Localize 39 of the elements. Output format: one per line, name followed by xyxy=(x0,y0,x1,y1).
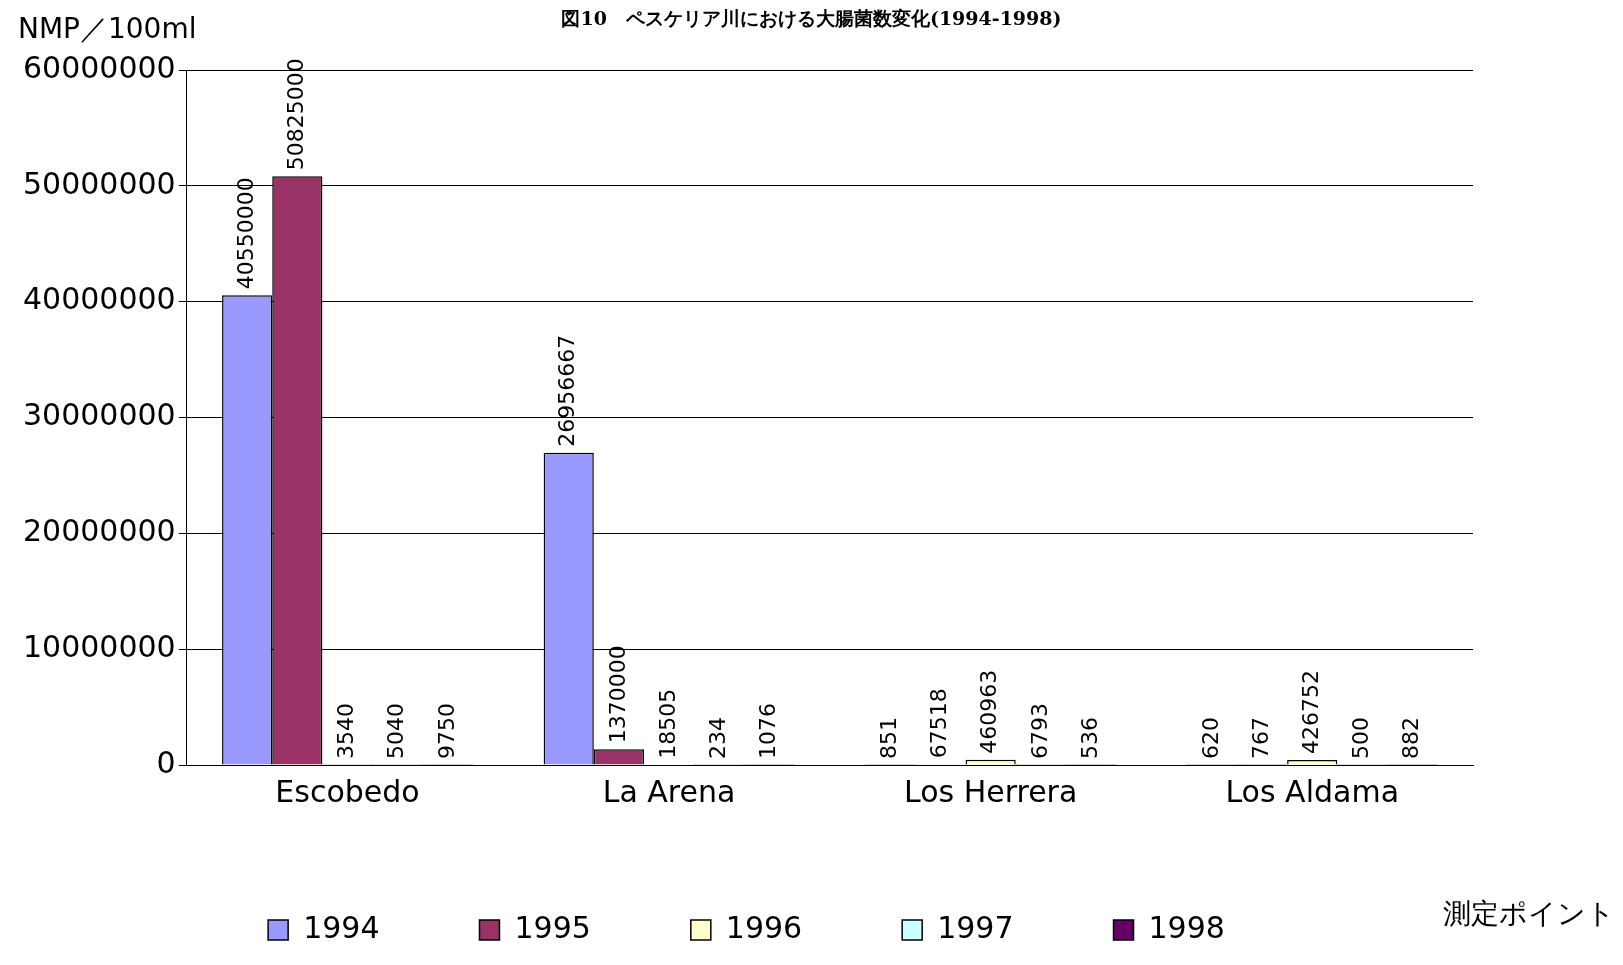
y-tick-label: 0 xyxy=(156,744,176,780)
data-label: 5040 xyxy=(383,702,409,759)
chart-title: 図10 ペスケリア川における大腸菌数変化(1994-1998) xyxy=(561,7,1062,29)
y-tick-label: 50000000 xyxy=(22,165,176,201)
data-label: 767 xyxy=(1247,716,1273,759)
data-label: 1076 xyxy=(755,702,781,759)
y-tick-label: 30000000 xyxy=(22,397,176,433)
data-label: 9750 xyxy=(433,702,459,759)
y-tick-label: 10000000 xyxy=(22,628,176,664)
x-tick-label: La Arena xyxy=(602,773,736,809)
y-tick-label: 60000000 xyxy=(22,49,176,85)
data-label: 1370000 xyxy=(604,645,630,744)
x-tick-label: Escobedo xyxy=(275,773,420,809)
x-tick-label: Los Herrera xyxy=(903,773,1078,809)
x-tick-label: Los Aldama xyxy=(1225,773,1400,809)
data-label: 536 xyxy=(1076,716,1102,759)
data-label: 3540 xyxy=(333,702,359,759)
data-label: 620 xyxy=(1197,716,1223,759)
y-tick-label: 40000000 xyxy=(22,281,176,317)
x-axis-title: 測定ポイント xyxy=(1443,896,1615,932)
data-label: 40550000 xyxy=(232,177,258,290)
legend-label: 1998 xyxy=(1148,909,1225,945)
legend-label: 1994 xyxy=(303,909,380,945)
data-label: 18505 xyxy=(654,688,680,759)
data-label: 882 xyxy=(1398,716,1424,759)
legend-label: 1997 xyxy=(937,909,1014,945)
data-label: 26956667 xyxy=(554,334,580,447)
data-label: 6793 xyxy=(1026,702,1052,759)
data-label: 426752 xyxy=(1297,670,1323,755)
y-tick-label: 20000000 xyxy=(22,513,176,549)
data-label: 851 xyxy=(876,716,902,759)
legend-label: 1996 xyxy=(725,909,803,945)
data-label: 234 xyxy=(704,717,730,759)
data-label: 500 xyxy=(1348,716,1374,759)
legend-label: 1995 xyxy=(514,909,591,945)
data-label: 460963 xyxy=(976,669,1002,754)
data-label: 67518 xyxy=(926,688,952,759)
data-label: 50825000 xyxy=(283,58,309,171)
y-axis-title: NMP／100ml xyxy=(18,11,197,47)
